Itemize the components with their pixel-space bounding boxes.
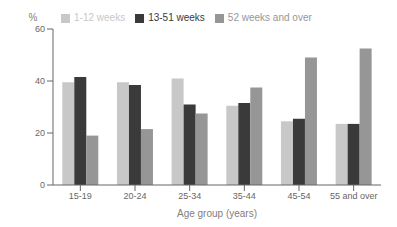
svg-text:%: % [29, 12, 38, 23]
svg-text:15-19: 15-19 [69, 191, 92, 201]
svg-text:25-34: 25-34 [178, 191, 201, 201]
svg-text:45-54: 45-54 [287, 191, 310, 201]
html-text:1-12 weeks: 1-12 weeks [74, 12, 126, 23]
html-text:13-51 weeks: 13-51 weeks [148, 12, 205, 23]
svg-text:20-24: 20-24 [123, 191, 146, 201]
svg-text:20: 20 [35, 128, 45, 138]
svg-text:60: 60 [35, 24, 45, 34]
svg-text:0: 0 [40, 180, 45, 190]
svg-text:40: 40 [35, 76, 45, 86]
svg-text:35-44: 35-44 [233, 191, 256, 201]
svg-text:55 and over: 55 and over [330, 191, 378, 201]
html-text:52 weeks and over: 52 weeks and over [227, 12, 312, 23]
svg-text:Age group (years): Age group (years) [177, 208, 257, 219]
